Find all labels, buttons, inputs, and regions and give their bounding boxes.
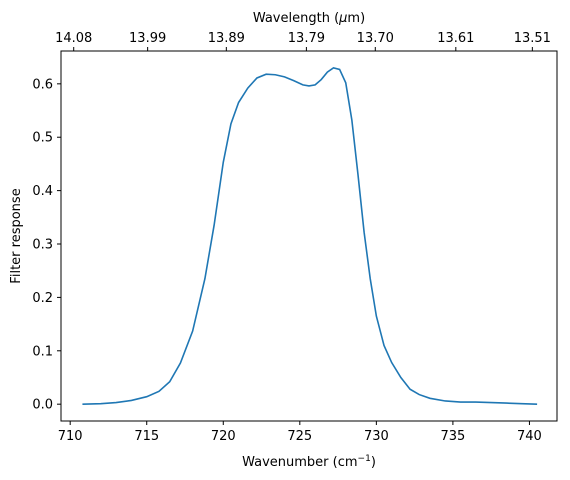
top-tick-label: 13.61 (437, 31, 474, 46)
top-tick-label: 14.08 (55, 31, 92, 46)
x-tick-label: 730 (364, 429, 389, 444)
top-tick-label: 13.51 (514, 31, 551, 46)
x-tick-label: 725 (287, 429, 312, 444)
y-tick-label: 0.0 (32, 398, 53, 413)
plot-frame (60, 50, 558, 422)
x-axis-ticks: 710 715 720 725 730 735 740 (58, 421, 542, 444)
y-axis-label: Filter response (9, 188, 24, 283)
y-tick-label: 0.5 (32, 131, 53, 146)
top-axis-ticks: 14.08 13.99 13.89 13.79 13.70 13.61 13.51 (55, 31, 551, 51)
y-tick-label: 0.1 (32, 344, 53, 359)
x-tick-label: 720 (211, 429, 236, 444)
y-tick-label: 0.6 (32, 77, 53, 92)
series-line-filter-response (82, 66, 538, 405)
y-axis-ticks: 0.0 0.1 0.2 0.3 0.4 0.5 0.6 (32, 77, 61, 413)
top-tick-label: 13.70 (357, 31, 394, 46)
top-tick-label: 13.89 (208, 31, 245, 46)
top-axis-label: Wavelength (μm) (253, 11, 365, 26)
x-tick-label: 735 (440, 429, 465, 444)
x-tick-label: 715 (134, 429, 159, 444)
y-tick-label: 0.2 (32, 291, 53, 306)
x-tick-label: 710 (58, 429, 83, 444)
x-tick-label: 740 (517, 429, 542, 444)
y-tick-label: 0.4 (32, 184, 53, 199)
y-tick-label: 0.3 (32, 238, 53, 253)
top-tick-label: 13.99 (129, 31, 166, 46)
top-tick-label: 13.79 (288, 31, 325, 46)
x-axis-label: Wavenumber (cm−1) (242, 454, 376, 470)
